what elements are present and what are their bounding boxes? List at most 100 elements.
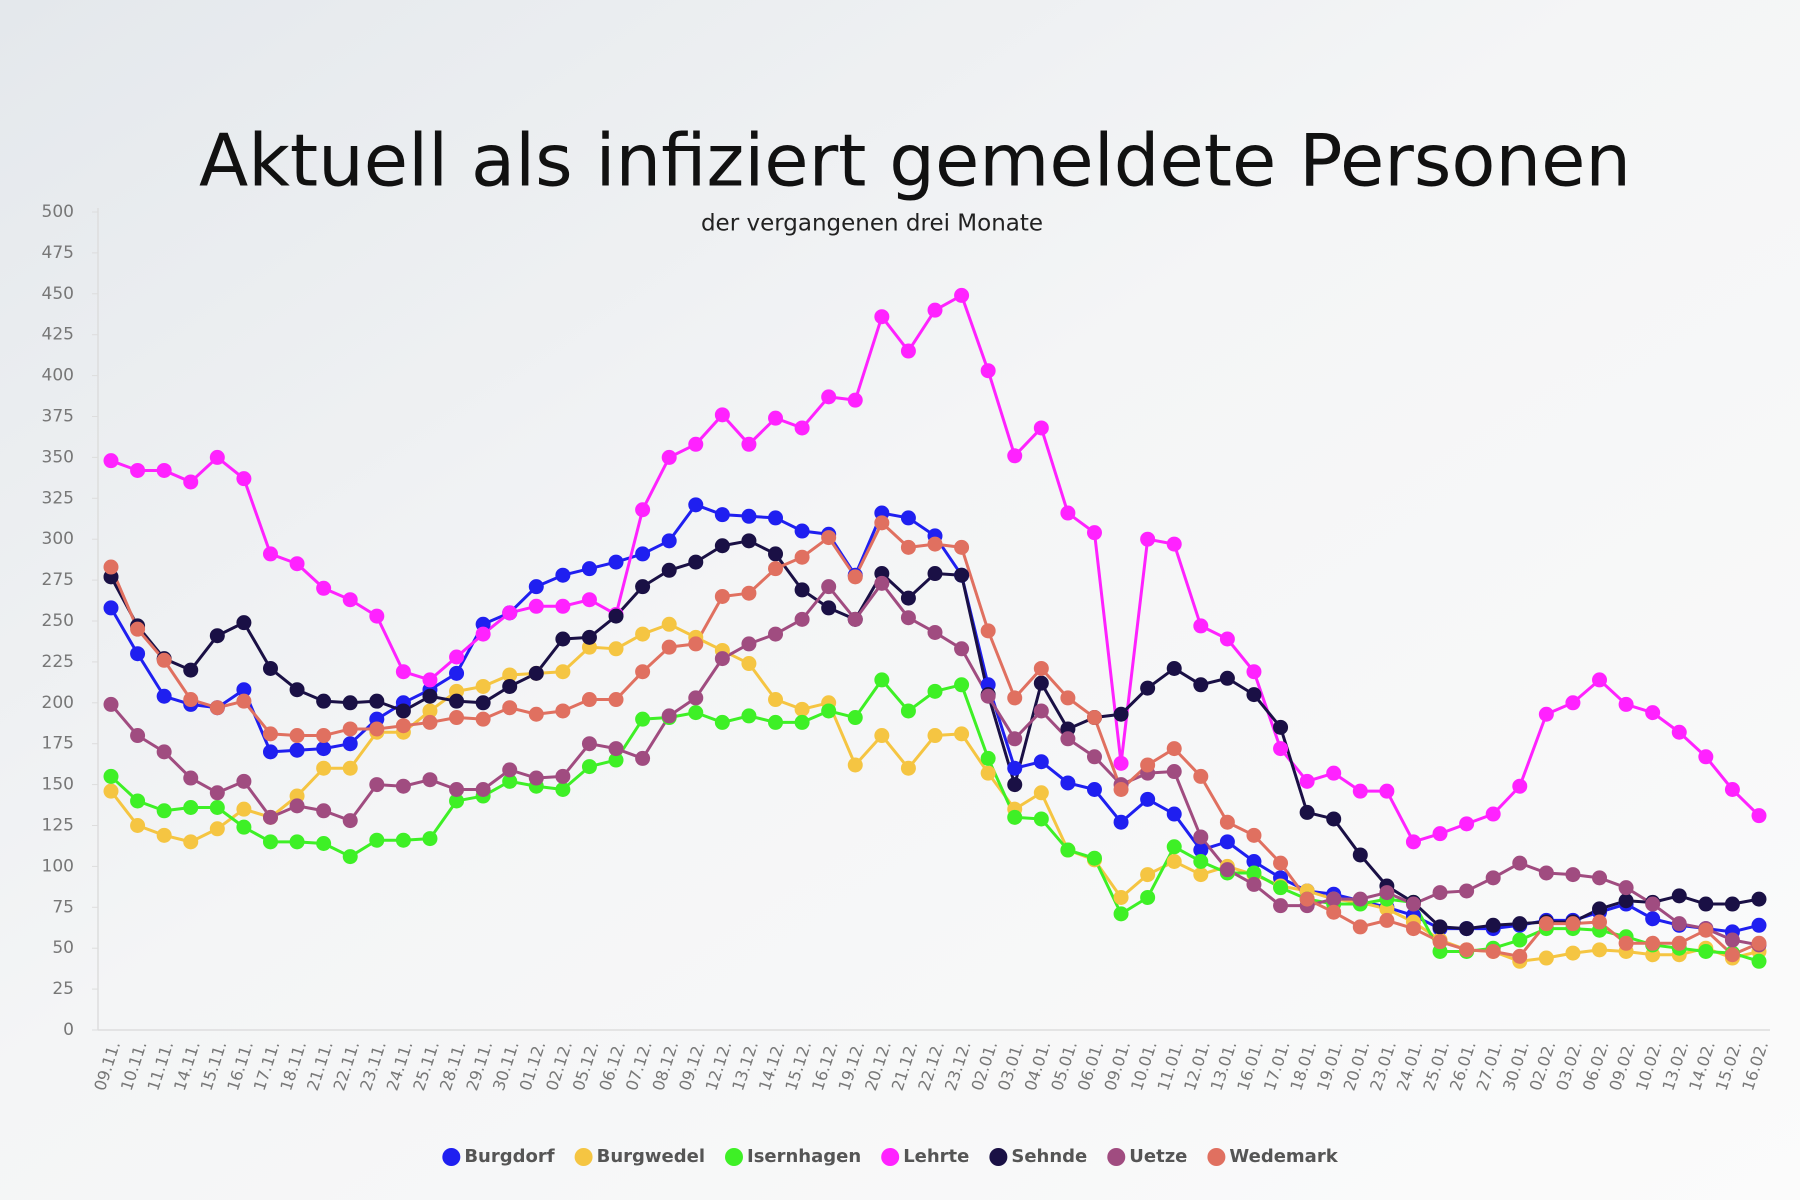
data-point bbox=[1751, 953, 1767, 969]
data-point bbox=[1565, 916, 1581, 932]
data-point bbox=[1512, 916, 1528, 932]
data-point bbox=[900, 703, 916, 719]
data-point bbox=[209, 628, 225, 644]
data-point bbox=[821, 703, 837, 719]
data-point bbox=[1326, 904, 1342, 920]
legend-label: Burgwedel bbox=[597, 1146, 705, 1167]
data-point bbox=[768, 626, 784, 642]
data-point bbox=[103, 600, 119, 616]
data-point bbox=[1724, 896, 1740, 912]
data-point bbox=[1352, 919, 1368, 935]
data-point bbox=[209, 449, 225, 465]
data-point bbox=[927, 536, 943, 552]
data-point bbox=[342, 849, 358, 865]
data-point bbox=[289, 556, 305, 572]
data-point bbox=[1166, 764, 1182, 780]
data-point bbox=[369, 777, 385, 793]
data-point bbox=[103, 453, 119, 469]
data-point bbox=[209, 700, 225, 716]
data-point bbox=[1060, 731, 1076, 747]
data-point bbox=[1007, 690, 1023, 706]
data-point bbox=[1140, 791, 1156, 807]
data-point bbox=[156, 462, 172, 478]
y-tick-label: 375 bbox=[42, 407, 74, 427]
data-point bbox=[635, 579, 651, 595]
data-point bbox=[741, 585, 757, 601]
data-point bbox=[342, 736, 358, 752]
y-tick-label: 125 bbox=[42, 816, 74, 836]
data-point bbox=[555, 782, 571, 798]
data-point bbox=[1352, 783, 1368, 799]
data-point bbox=[1113, 706, 1129, 722]
data-point bbox=[688, 705, 704, 721]
data-point bbox=[581, 759, 597, 775]
y-tick-label: 50 bbox=[52, 938, 74, 958]
data-point bbox=[342, 592, 358, 608]
data-point bbox=[1060, 505, 1076, 521]
data-point bbox=[1033, 785, 1049, 801]
data-point bbox=[1113, 906, 1129, 922]
legend-label: Lehrte bbox=[903, 1146, 969, 1167]
data-point bbox=[156, 744, 172, 760]
data-point bbox=[1033, 754, 1049, 770]
data-point bbox=[927, 302, 943, 318]
data-point bbox=[422, 714, 438, 730]
y-tick-label: 225 bbox=[42, 652, 74, 672]
data-point bbox=[954, 677, 970, 693]
data-point bbox=[741, 436, 757, 452]
data-point bbox=[502, 605, 518, 621]
data-point bbox=[1671, 935, 1687, 951]
y-tick-label: 250 bbox=[42, 611, 74, 631]
data-point bbox=[316, 760, 332, 776]
data-point bbox=[1751, 891, 1767, 907]
data-point bbox=[342, 695, 358, 711]
data-point bbox=[1140, 889, 1156, 905]
data-point bbox=[475, 626, 491, 642]
data-point bbox=[1246, 664, 1262, 680]
data-point bbox=[262, 744, 278, 760]
legend-label: Uetze bbox=[1129, 1146, 1187, 1167]
y-tick-label: 350 bbox=[42, 447, 74, 467]
data-point bbox=[768, 410, 784, 426]
data-point bbox=[1007, 760, 1023, 776]
y-tick-label: 175 bbox=[42, 734, 74, 754]
y-tick-label: 325 bbox=[42, 488, 74, 508]
data-point bbox=[900, 610, 916, 626]
data-point bbox=[1273, 719, 1289, 735]
chart-title: Aktuell als infiziert gemeldete Personen bbox=[199, 119, 1631, 203]
data-point bbox=[714, 538, 730, 554]
data-point bbox=[741, 508, 757, 524]
data-point bbox=[1485, 870, 1501, 886]
data-point bbox=[794, 523, 810, 539]
data-point bbox=[528, 579, 544, 595]
data-point bbox=[1193, 677, 1209, 693]
data-point bbox=[1485, 806, 1501, 822]
data-point bbox=[1671, 888, 1687, 904]
data-point bbox=[1485, 943, 1501, 959]
legend-marker bbox=[725, 1148, 743, 1166]
data-point bbox=[1113, 814, 1129, 830]
data-point bbox=[1592, 870, 1608, 886]
data-point bbox=[502, 667, 518, 683]
data-point bbox=[1140, 757, 1156, 773]
data-point bbox=[1645, 896, 1661, 912]
data-point bbox=[1512, 932, 1528, 948]
data-point bbox=[874, 515, 890, 531]
data-point bbox=[768, 692, 784, 708]
data-point bbox=[1592, 901, 1608, 917]
data-point bbox=[395, 718, 411, 734]
data-point bbox=[1565, 867, 1581, 883]
data-point bbox=[528, 598, 544, 614]
data-point bbox=[794, 611, 810, 627]
data-point bbox=[262, 660, 278, 676]
data-point bbox=[635, 546, 651, 562]
data-point bbox=[369, 832, 385, 848]
data-point bbox=[1405, 834, 1421, 850]
data-point bbox=[449, 665, 465, 681]
data-point bbox=[688, 636, 704, 652]
data-point bbox=[1751, 935, 1767, 951]
data-point bbox=[1219, 670, 1235, 686]
legend-marker bbox=[1107, 1148, 1126, 1166]
data-point bbox=[980, 688, 996, 704]
data-point bbox=[1060, 842, 1076, 858]
